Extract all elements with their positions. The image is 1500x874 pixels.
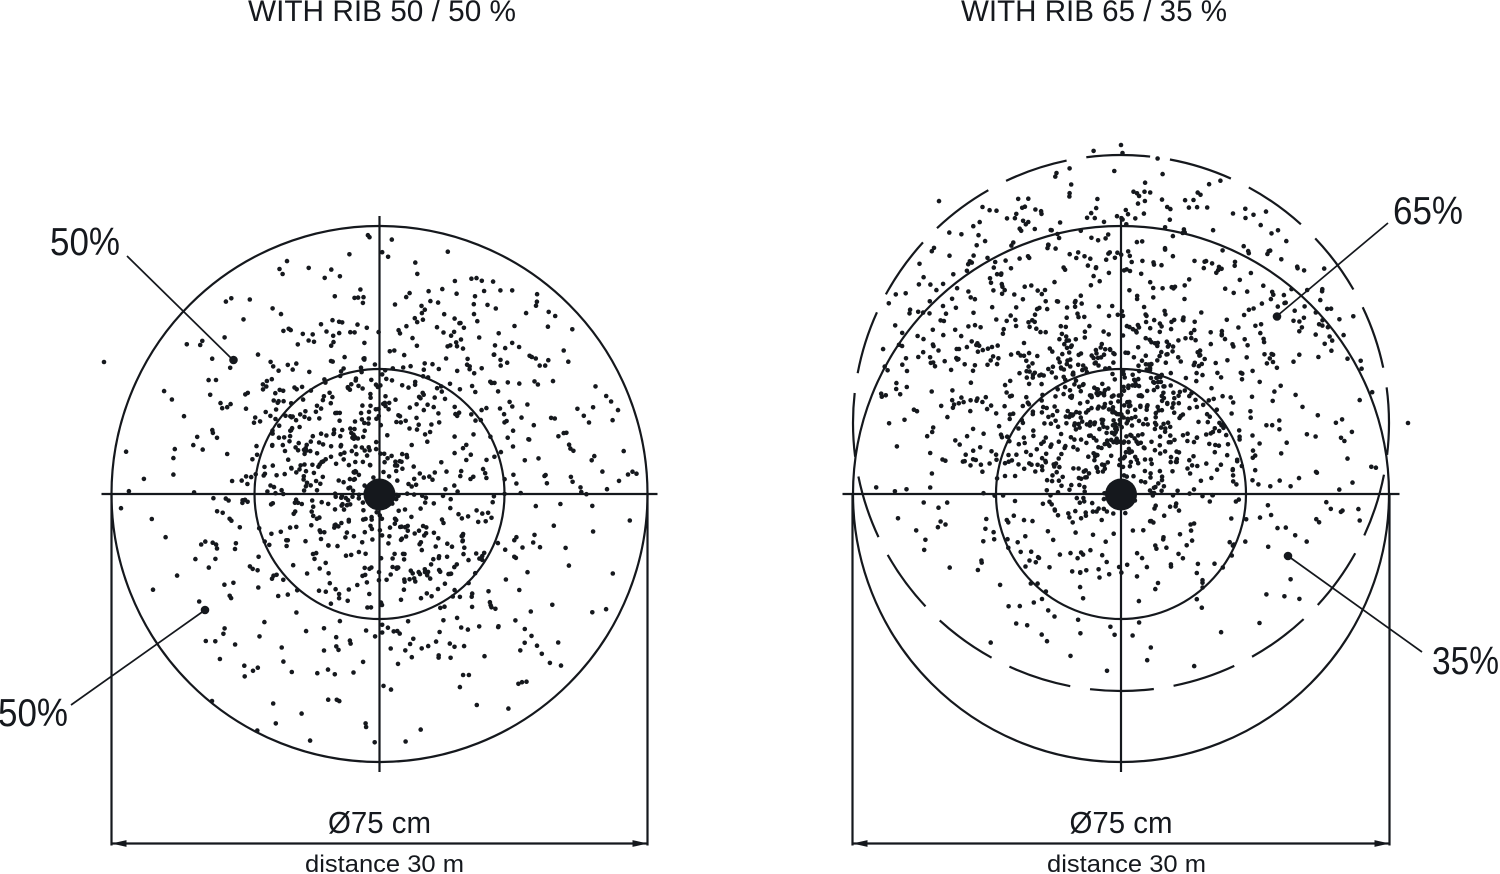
- svg-text:WITH RIB 65 / 35 %: WITH RIB 65 / 35 %: [961, 0, 1227, 28]
- svg-text:35%: 35%: [1432, 640, 1499, 683]
- svg-text:65%: 65%: [1393, 190, 1463, 233]
- svg-text:50%: 50%: [50, 221, 120, 264]
- svg-text:50%: 50%: [0, 692, 68, 735]
- svg-text:Ø75 cm: Ø75 cm: [1070, 805, 1173, 840]
- svg-text:distance 30 m: distance 30 m: [305, 851, 464, 874]
- svg-text:WITH RIB 50 / 50 %: WITH RIB 50 / 50 %: [248, 0, 516, 28]
- svg-text:Ø75 cm: Ø75 cm: [328, 805, 431, 840]
- svg-text:distance 30 m: distance 30 m: [1047, 851, 1206, 874]
